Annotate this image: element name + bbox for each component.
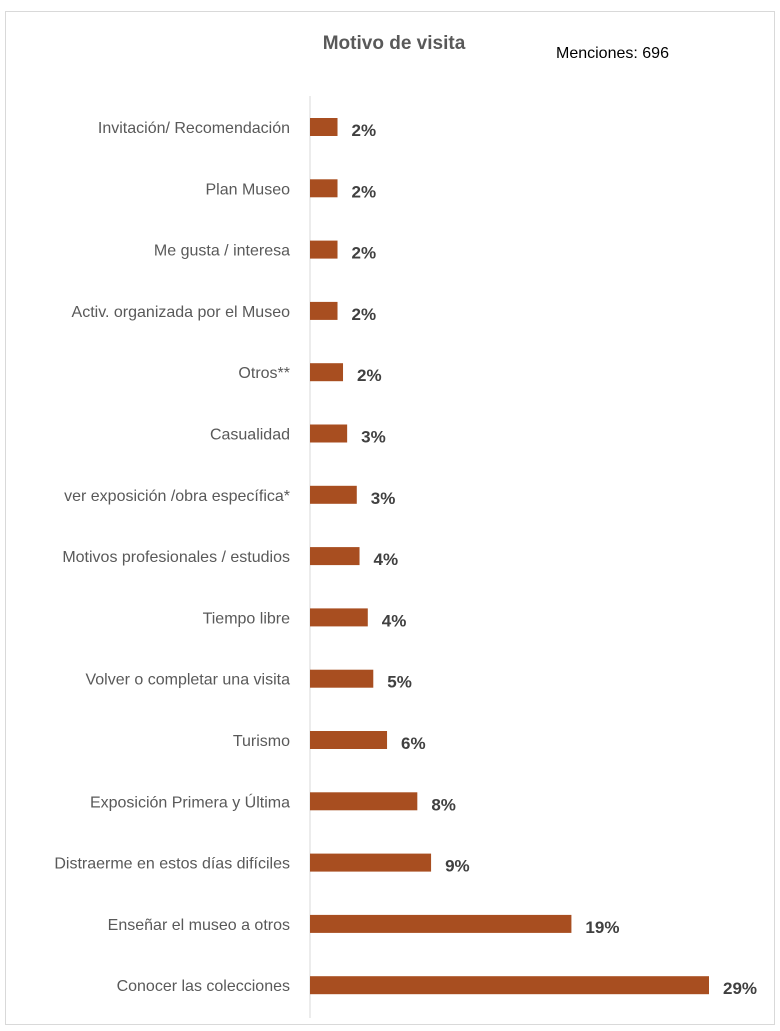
bar-7 <box>310 547 360 566</box>
bar-1 <box>310 179 338 198</box>
category-label: Otros** <box>238 365 290 382</box>
value-label: 8% <box>431 795 456 814</box>
value-label: 2% <box>357 366 382 385</box>
category-label: ver exposición /obra específica* <box>64 488 290 505</box>
category-label: Exposición Primera y Última <box>90 792 290 811</box>
category-label: Distraerme en estos días difíciles <box>54 856 290 873</box>
category-label: Activ. organizada por el Museo <box>72 304 291 321</box>
bar-0 <box>310 118 338 136</box>
value-label: 2% <box>352 305 377 324</box>
value-label: 19% <box>585 918 619 937</box>
bar-11 <box>310 792 418 811</box>
bar-6 <box>310 485 357 504</box>
category-label: Volver o completar una visita <box>85 672 290 689</box>
bar-10 <box>310 731 388 749</box>
chart-title: Motivo de visita <box>322 33 466 54</box>
bar-9 <box>310 669 374 688</box>
value-label: 2% <box>352 121 377 140</box>
category-label: Motivos profesionales / estudios <box>62 549 290 566</box>
value-label: 5% <box>387 673 412 692</box>
category-label: Plan Museo <box>206 181 291 198</box>
value-label: 4% <box>382 611 407 630</box>
value-label: 29% <box>723 979 757 998</box>
bar-3 <box>310 301 338 320</box>
mentions-count: Menciones: 696 <box>556 45 669 62</box>
value-label: 2% <box>352 244 377 263</box>
value-label: 3% <box>361 428 386 447</box>
value-label: 6% <box>401 734 426 753</box>
value-label: 3% <box>371 489 396 508</box>
category-label: Me gusta / interesa <box>154 243 290 260</box>
value-label: 4% <box>374 550 399 569</box>
category-label: Conocer las colecciones <box>117 978 290 995</box>
bar-2 <box>310 240 338 259</box>
bar-14 <box>310 976 709 995</box>
bar-5 <box>310 424 348 443</box>
bar-8 <box>310 608 368 627</box>
bar-12 <box>310 853 432 872</box>
category-label: Turismo <box>233 733 290 750</box>
category-label: Invitación/ Recomendación <box>98 120 290 137</box>
bar-13 <box>310 914 572 933</box>
value-label: 9% <box>445 857 470 876</box>
category-label: Enseñar el museo a otros <box>108 917 290 934</box>
bar-4 <box>310 363 344 382</box>
value-label: 2% <box>352 182 377 201</box>
category-label: Casualidad <box>210 427 290 444</box>
category-label: Tiempo libre <box>203 610 291 627</box>
